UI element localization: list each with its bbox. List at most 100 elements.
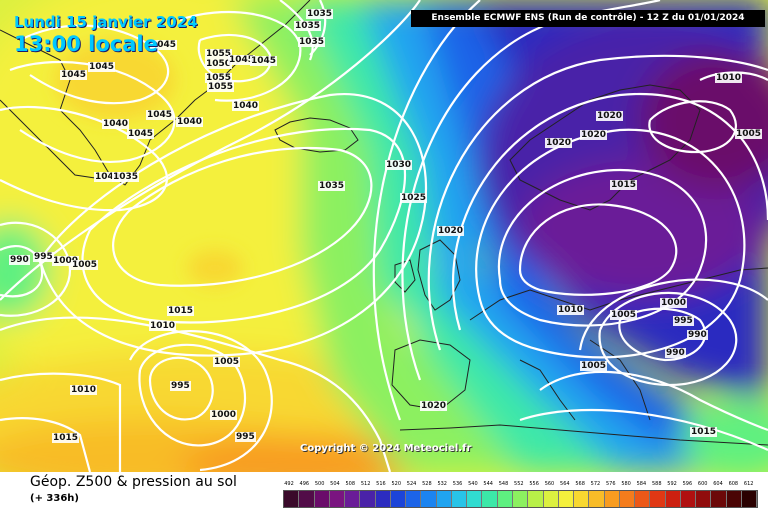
model-run-banner: Ensemble ECMWF ENS (Run de contrôle) - 1…	[411, 10, 765, 27]
isobar-label: 990	[665, 348, 686, 358]
isobar-label: 1045	[88, 62, 116, 72]
legend-tick-label: 536	[452, 481, 463, 487]
legend-tick-label: 528	[422, 481, 432, 487]
legend-panel: Géop. Z500 & pression au sol (+ 336h) 49…	[0, 472, 768, 512]
legend-swatch	[711, 491, 727, 507]
legend-tick-label: 496	[299, 481, 310, 487]
isobar-label: 1010	[557, 305, 585, 315]
isobar-label: 990	[687, 330, 708, 340]
legend-swatch	[299, 491, 315, 507]
copyright-notice: Copyright © 2024 Meteociel.fr	[300, 443, 472, 454]
isobar-label: 1035	[112, 172, 140, 182]
legend-swatch	[345, 491, 361, 507]
isobar-label: 1015	[52, 433, 80, 443]
isobar-label: 990	[9, 255, 30, 265]
color-scale-bar	[283, 490, 758, 508]
isobar-label: 1045	[250, 56, 278, 66]
isobar-label: 1045	[127, 129, 155, 139]
legend-swatch	[619, 491, 636, 507]
isobar-label: 1040	[102, 119, 130, 129]
isobar-label: 1055	[205, 73, 233, 83]
legend-tick-label: 604	[713, 481, 723, 487]
geopotential-field	[0, 0, 768, 472]
legend-swatch	[482, 491, 498, 507]
legend-swatch	[497, 491, 513, 507]
legend-swatch	[284, 491, 300, 507]
isobar-label: 995	[33, 252, 54, 262]
legend-swatch	[604, 491, 620, 507]
isobar-label: 1035	[318, 181, 346, 191]
legend-tick-label: 576	[605, 481, 616, 487]
legend-tick-label: 584	[636, 481, 647, 487]
legend-tick-label: 608	[728, 481, 739, 487]
isobar-label: 1010	[149, 321, 177, 331]
isobar-label: 1015	[690, 427, 718, 437]
isobar-label: 1020	[545, 138, 573, 148]
legend-swatch	[589, 491, 605, 507]
isobar-label: 1010	[715, 73, 743, 83]
legend-tick-label: 556	[529, 481, 539, 487]
isobar-label: 1020	[437, 226, 465, 236]
forecast-offset: (+ 336h)	[30, 493, 79, 504]
legend-tick-label: 500	[314, 481, 325, 487]
legend-swatch	[680, 491, 697, 507]
legend-swatch	[451, 491, 468, 507]
legend-tick-label: 612	[743, 481, 754, 487]
legend-swatch	[543, 491, 559, 507]
isobar-label: 1010	[70, 385, 98, 395]
legend-tick-label: 596	[682, 481, 693, 487]
legend-swatch	[741, 491, 758, 507]
legend-swatch	[467, 491, 483, 507]
legend-swatch	[360, 491, 376, 507]
isobar-label: 1020	[420, 401, 448, 411]
legend-swatch	[528, 491, 544, 507]
legend-tick-label: 504	[330, 481, 340, 487]
legend-swatch	[635, 491, 651, 507]
legend-swatch	[375, 491, 391, 507]
legend-tick-label: 544	[483, 481, 493, 487]
legend-tick-label: 524	[406, 481, 417, 487]
map-title: Géop. Z500 & pression au sol	[30, 474, 237, 490]
legend-swatch	[665, 491, 681, 507]
legend-tick-label: 588	[651, 481, 662, 487]
isobar-label: 1045	[60, 70, 88, 80]
legend-swatch	[436, 491, 452, 507]
isobar-label: 1055	[205, 49, 233, 59]
legend-swatch	[696, 491, 712, 507]
legend-tick-label: 532	[437, 481, 447, 487]
isobar-label: 1045	[150, 40, 178, 50]
isobar-label: 1000	[210, 410, 238, 420]
legend-tick-label: 572	[590, 481, 601, 487]
isobar-label: 995	[170, 381, 191, 391]
isobar-label: 1005	[71, 260, 99, 270]
isobar-label: 995	[235, 432, 256, 442]
isobar-label: 1005	[735, 129, 763, 139]
isobar-label: 1045	[228, 55, 256, 65]
legend-tick-label: 540	[468, 481, 478, 487]
isobar-label: 1015	[610, 180, 638, 190]
legend-swatch	[726, 491, 742, 507]
legend-swatch	[574, 491, 590, 507]
forecast-date: Lundi 15 janvier 2024	[14, 13, 198, 31]
legend-tick-label: 600	[697, 481, 708, 487]
forecast-local-time: 13:00 locale	[14, 32, 158, 56]
legend-tick-label: 508	[345, 481, 356, 487]
legend-swatch	[650, 491, 666, 507]
isobar-label: 1050	[205, 59, 233, 69]
isobar-label: 1000	[52, 256, 80, 266]
isobar-label: 1015	[167, 306, 195, 316]
isobar-label: 1005	[213, 357, 241, 367]
isobar-label: 1040	[232, 101, 260, 111]
legend-swatch	[406, 491, 422, 507]
legend-swatch	[390, 491, 407, 507]
isobar-label: 1005	[580, 361, 608, 371]
isobar-label: 1040	[176, 117, 204, 127]
isobar-label: 1000	[660, 298, 688, 308]
map-canvas	[0, 0, 768, 472]
legend-tick-label: 548	[498, 481, 509, 487]
isobar-label: 1040	[94, 172, 122, 182]
isobar-label: 1025	[400, 193, 428, 203]
legend-swatch	[558, 491, 575, 507]
legend-swatch	[512, 491, 529, 507]
legend-tick-label: 564	[560, 481, 570, 487]
